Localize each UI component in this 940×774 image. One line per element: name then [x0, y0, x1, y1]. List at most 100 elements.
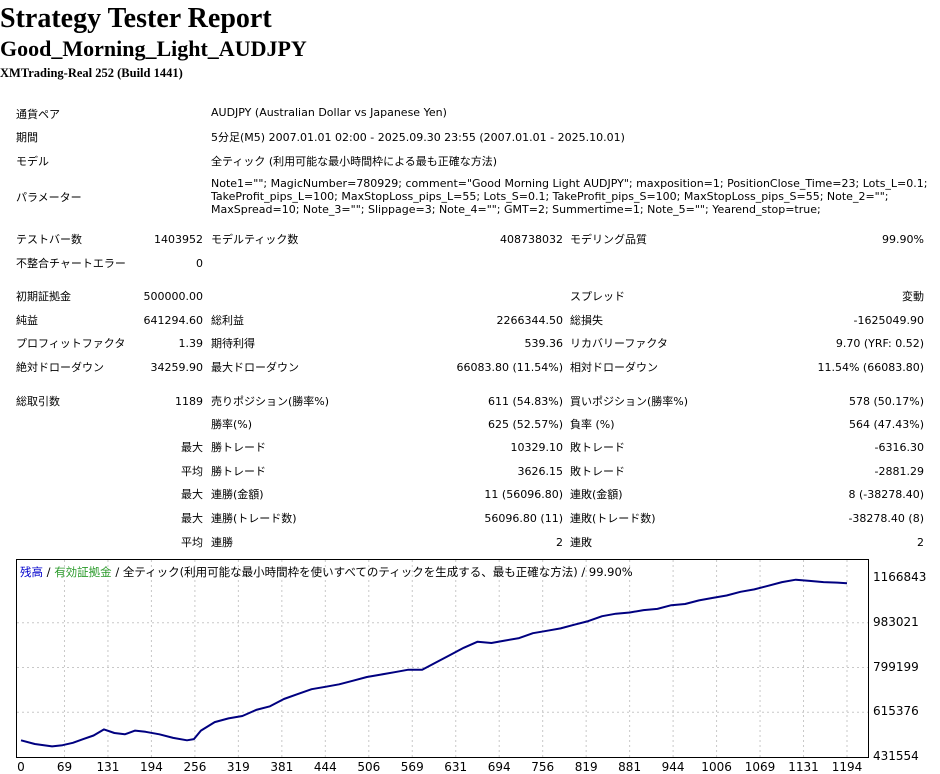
avg-consec-losses-label: 連敗 — [570, 536, 592, 549]
max-consec-profit-label: 連勝(トレード数) — [211, 512, 297, 525]
gross-loss-label: 総損失 — [570, 314, 603, 327]
expected-payoff-label: 期待利得 — [211, 337, 255, 350]
page-title: Strategy Tester Report — [0, 3, 272, 34]
server-build: XMTrading-Real 252 (Build 1441) — [0, 66, 183, 80]
largest-loss-label: 敗トレード — [570, 441, 625, 454]
long-positions-label: 買いポジション(勝率%) — [570, 395, 689, 408]
x-tick-label: 194 — [139, 760, 163, 774]
y-tick-label: 615376 — [873, 704, 919, 719]
x-tick-label: 631 — [444, 760, 468, 774]
total-trades-label: 総取引数 — [16, 395, 60, 408]
period-label: 期間 — [16, 131, 38, 144]
x-tick-label: 69 — [56, 760, 73, 774]
total-trades-value: 1189 — [175, 395, 203, 408]
avg-consec-wins-label: 連勝 — [211, 536, 233, 549]
x-tick-label: 569 — [400, 760, 424, 774]
model-value: 全ティック (利用可能な最小時間枠による最も正確な方法) — [211, 155, 498, 168]
avg-consec-losses-value: 2 — [917, 536, 924, 549]
max-word: 最大 — [181, 512, 203, 525]
x-tick-label: 1006 — [701, 760, 732, 774]
avg-loss-label: 敗トレード — [570, 465, 625, 478]
max-drawdown-label: 最大ドローダウン — [211, 361, 299, 374]
avg-word: 平均 — [181, 536, 203, 549]
bars-label: テストバー数 — [16, 233, 82, 246]
spread-value: 変動 — [902, 290, 924, 303]
deposit-label: 初期証拠金 — [16, 290, 71, 303]
profit-factor-label: プロフィットファクタ — [16, 337, 126, 350]
x-tick-label: 0 — [17, 760, 25, 774]
max-word: 最大 — [181, 441, 203, 454]
rel-drawdown-value: 11.54% (66083.80) — [817, 361, 924, 374]
model-label: モデル — [16, 155, 49, 168]
net-profit-value: 641294.60 — [143, 314, 204, 327]
max-consec-wins-value: 11 (56096.80) — [484, 488, 563, 501]
ticks-label: モデルティック数 — [211, 233, 299, 246]
abs-drawdown-label: 絶対ドローダウン — [16, 361, 104, 374]
recovery-label: リカバリーファクタ — [570, 337, 668, 350]
y-tick-label: 431554 — [873, 749, 919, 763]
max-consec-profit-value: 56096.80 (11) — [484, 512, 563, 525]
x-tick-label: 944 — [661, 760, 685, 774]
short-positions-label: 売りポジション(勝率%) — [211, 395, 330, 408]
win-rate-value: 625 (52.57%) — [487, 418, 563, 431]
max-consec-loss-label: 連敗(トレード数) — [570, 512, 656, 525]
quality-value: 99.90% — [882, 233, 924, 246]
x-tick-label: 756 — [531, 760, 555, 774]
y-tick-label: 799199 — [873, 659, 919, 674]
params-label: パラメーター — [16, 191, 82, 204]
x-tick-label: 694 — [487, 760, 511, 774]
legend-balance: 残高 — [20, 565, 43, 579]
symbol-value: AUDJPY (Australian Dollar vs Japanese Ye… — [211, 106, 447, 119]
expected-payoff-value: 539.36 — [524, 337, 564, 350]
x-tick-label: 256 — [183, 760, 207, 774]
x-tick-label: 1069 — [744, 760, 776, 774]
avg-word: 平均 — [181, 465, 203, 478]
balance-line — [20, 578, 848, 748]
chart-canvas — [16, 559, 869, 758]
avg-win-label: 勝トレード — [211, 465, 266, 478]
largest-win-value: 10329.10 — [510, 441, 564, 454]
legend-description: / 全ティック(利用可能な最小時間枠を使いすべてのティックを生成する、最も正確な… — [111, 565, 633, 579]
bars-value: 1403952 — [154, 233, 203, 246]
x-tick-label: 881 — [618, 760, 642, 774]
params-line: TakeProfit_pips_L=100; MaxStopLoss_pips_… — [211, 190, 889, 203]
x-tick-label: 381 — [270, 760, 294, 774]
avg-consec-wins-value: 2 — [556, 536, 563, 549]
x-tick-label: 444 — [313, 760, 337, 774]
rel-drawdown-label: 相対ドローダウン — [570, 361, 658, 374]
max-drawdown-value: 66083.80 (11.54%) — [456, 361, 563, 374]
win-rate-label: 勝率(%) — [211, 418, 253, 431]
chart-legend: 残高 / 有効証拠金 / 全ティック(利用可能な最小時間枠を使いすべてのティック… — [20, 564, 633, 580]
x-tick-label: 131 — [96, 760, 120, 774]
gross-loss-value: -1625049.90 — [853, 314, 924, 327]
abs-drawdown-value: 34259.90 — [150, 361, 204, 374]
profit-factor-value: 1.39 — [178, 337, 204, 350]
long-positions-value: 578 (50.17%) — [848, 395, 924, 408]
loss-rate-value: 564 (47.43%) — [848, 418, 924, 431]
gross-profit-value: 2266344.50 — [496, 314, 563, 327]
loss-rate-label: 負率 (%) — [570, 418, 615, 431]
mismatch-value: 0 — [196, 257, 203, 270]
max-consec-wins-label: 連勝(金額) — [211, 488, 264, 501]
quality-label: モデリング品質 — [570, 233, 647, 246]
largest-loss-value: -6316.30 — [874, 441, 924, 454]
short-positions-value: 611 (54.83%) — [487, 395, 563, 408]
largest-win-label: 勝トレード — [211, 441, 266, 454]
params-line: MaxSpread=10; Note_3=""; Slippage=3; Not… — [211, 203, 821, 216]
params-value: Note1=""; MagicNumber=780929; comment="G… — [211, 177, 927, 216]
y-tick-label: 983021 — [873, 614, 919, 629]
params-line: Note1=""; MagicNumber=780929; comment="G… — [211, 177, 928, 190]
symbol-label: 通貨ペア — [16, 108, 60, 121]
x-tick-label: 319 — [226, 760, 250, 774]
spread-label: スプレッド — [570, 290, 625, 303]
ticks-value: 408738032 — [500, 233, 563, 246]
max-consec-loss-value: -38278.40 (8) — [848, 512, 924, 525]
net-profit-label: 純益 — [16, 314, 38, 327]
deposit-value: 500000.00 — [143, 290, 204, 303]
gross-profit-label: 総利益 — [211, 314, 244, 327]
legend-equity: 有効証拠金 — [54, 565, 112, 579]
legend-separator: / — [43, 565, 55, 579]
max-word: 最大 — [181, 488, 203, 501]
avg-loss-value: -2881.29 — [874, 465, 924, 478]
avg-win-value: 3626.15 — [517, 465, 564, 478]
